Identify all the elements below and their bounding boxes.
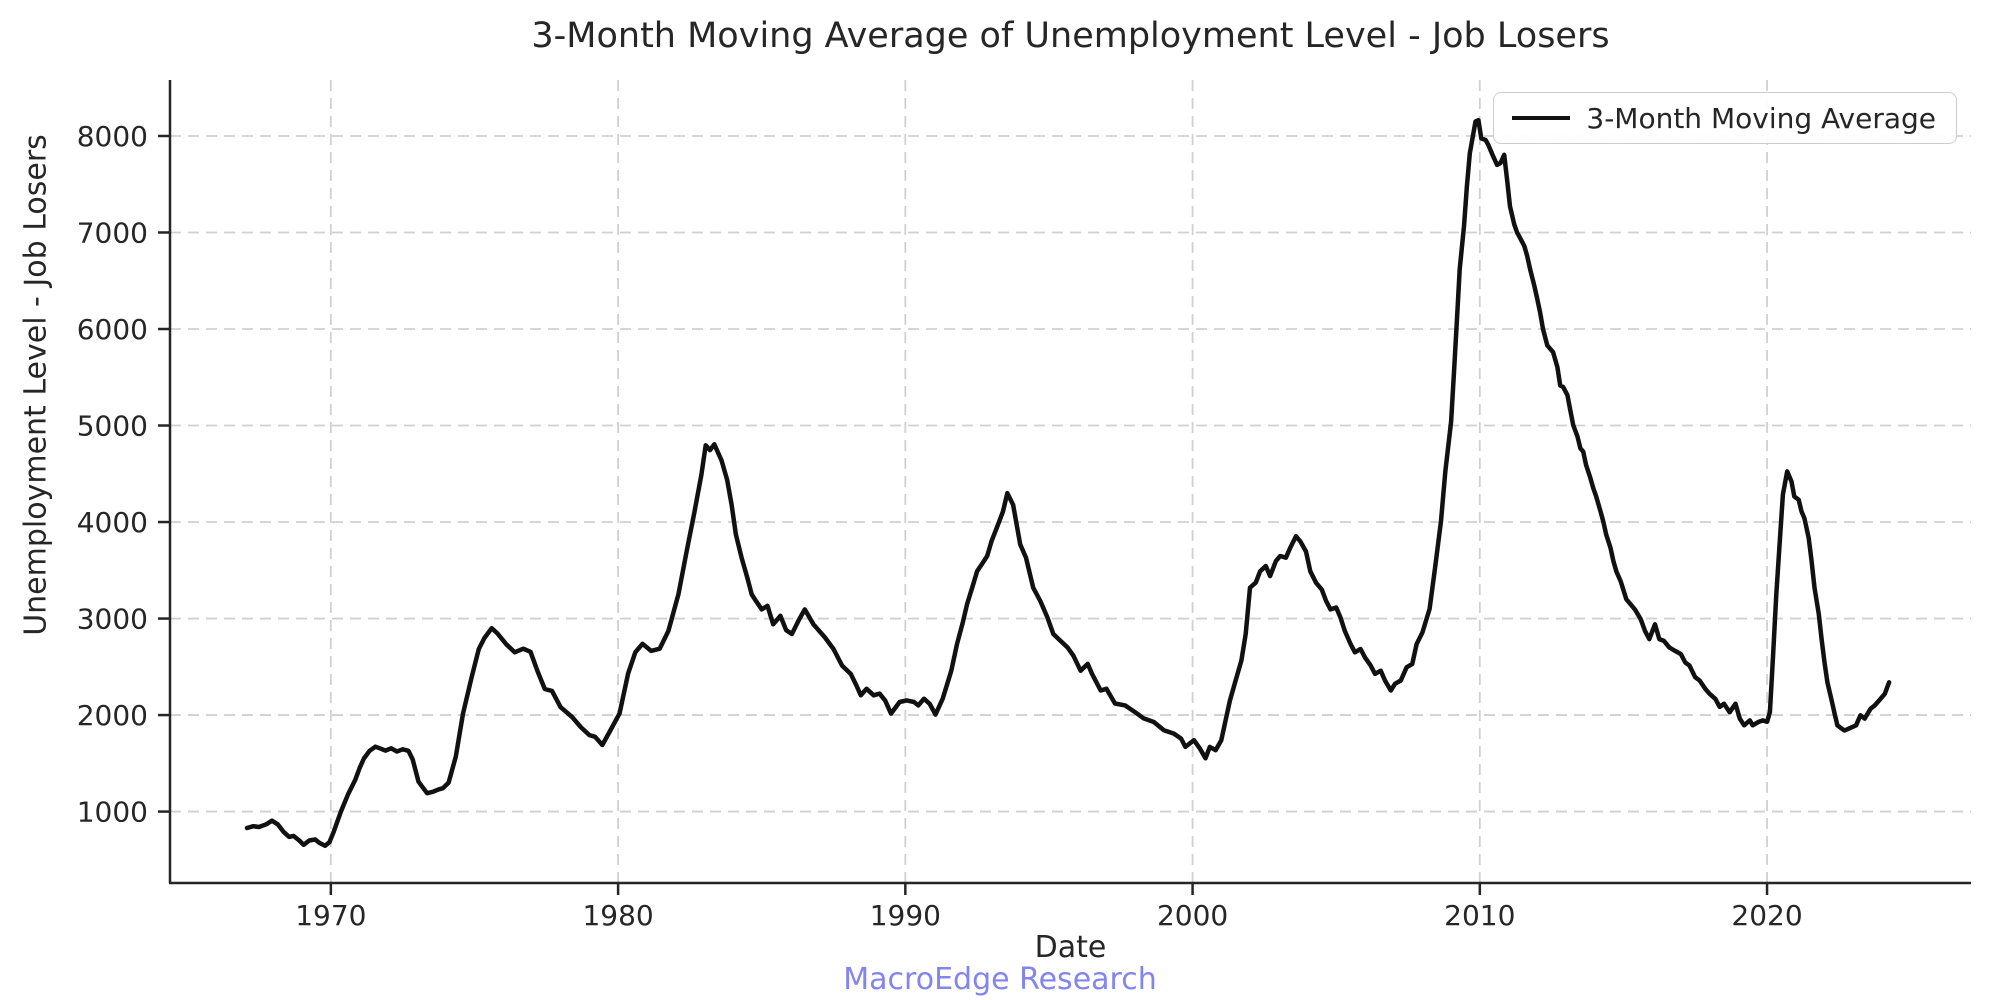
x-tick-label: 1980 <box>582 899 653 932</box>
legend-line-sample <box>1512 116 1571 120</box>
y-tick-label: 5000 <box>77 410 148 443</box>
data-line-3-Month Moving Average <box>244 117 1892 849</box>
brand-watermark: MacroEdge Research <box>843 962 1157 997</box>
legend: 3-Month Moving Average <box>1493 92 1957 144</box>
x-tick-label: 2020 <box>1731 899 1802 932</box>
x-axis-label: Date <box>1034 930 1107 965</box>
y-tick-label: 3000 <box>77 603 148 636</box>
y-tick-label: 1000 <box>77 796 148 829</box>
y-tick-label: 7000 <box>77 216 148 249</box>
chart-title: 3-Month Moving Average of Unemployment L… <box>531 16 1610 56</box>
legend-label: 3-Month Moving Average <box>1586 101 1936 135</box>
y-axis-label: Unemployment Level - Job Losers <box>18 134 54 636</box>
x-tick-label: 2000 <box>1157 899 1228 932</box>
y-tick-label: 8000 <box>77 120 148 153</box>
y-tick-label: 2000 <box>77 699 148 732</box>
y-tick-label: 6000 <box>77 313 148 346</box>
x-tick-label: 1970 <box>295 899 366 932</box>
x-tick-label: 1990 <box>870 899 941 932</box>
x-tick-label: 2010 <box>1444 899 1515 932</box>
y-tick-label: 4000 <box>77 506 148 539</box>
